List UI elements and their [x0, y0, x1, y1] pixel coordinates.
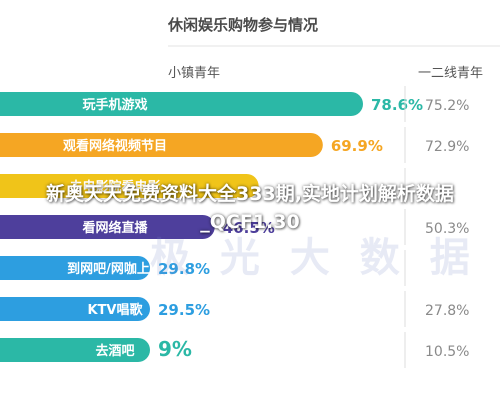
value-label-left: 9% [158, 337, 192, 361]
value-label-left: 29.5% [158, 301, 210, 319]
bar [0, 174, 259, 198]
watermark-text: 极 光 大 数 据 [150, 235, 478, 281]
value-label-left: 29.8% [158, 260, 210, 278]
bar-row: KTV唱歌 29.5% 27.8% [0, 291, 469, 327]
bar [0, 92, 363, 116]
bar [0, 133, 323, 157]
bar-left-cap [0, 297, 14, 321]
category-label: 去电影院看电影 [69, 179, 160, 195]
category-label: 到网吧/网咖上网 [67, 261, 163, 277]
bar-left-cap [0, 92, 14, 116]
chart-title: 休闲娱乐购物参与情况 [167, 16, 318, 34]
bar-row: 玩手机游戏 78.6% 75.2% [0, 86, 469, 122]
bar-left-cap [0, 215, 14, 239]
series-header-left: 小镇青年 [168, 66, 220, 81]
value-label-right: 10.5% [425, 344, 469, 360]
bar [0, 256, 150, 280]
category-label: 去酒吧 [95, 343, 134, 359]
bar-left-cap [0, 338, 14, 362]
category-label: KTV唱歌 [87, 302, 143, 318]
bar-left-cap [0, 174, 14, 198]
bar-row: 去酒吧 9% 10.5% [0, 332, 469, 368]
bar-row: 看网络直播 46.5% 50.3% [0, 209, 469, 245]
bar [0, 297, 150, 321]
category-label: 看网络直播 [82, 220, 148, 236]
series-header-right: 一二线青年 [418, 66, 483, 81]
bar [0, 215, 215, 239]
value-label-right: 27.8% [425, 303, 469, 319]
value-label-right: 75.2% [425, 98, 469, 114]
bar-row: 去电影院看电影 [0, 168, 406, 204]
value-label-left: 69.9% [331, 137, 383, 155]
category-label: 观看网络视频节目 [63, 138, 167, 154]
value-label-right: 72.9% [425, 139, 469, 155]
bar-left-cap [0, 256, 14, 280]
bar [0, 338, 150, 362]
value-label-left: 46.5% [223, 219, 275, 237]
bar-left-cap [0, 133, 14, 157]
value-label-right: 50.3% [425, 221, 469, 237]
value-label-left: 78.6% [371, 96, 423, 114]
bar-row: 观看网络视频节目 69.9% 72.9% [0, 127, 469, 163]
overlay-title: 新奥天天免费资料大全333期,实地计划解析数据_QCF1.30 [46, 183, 454, 233]
category-label: 玩手机游戏 [82, 97, 147, 113]
